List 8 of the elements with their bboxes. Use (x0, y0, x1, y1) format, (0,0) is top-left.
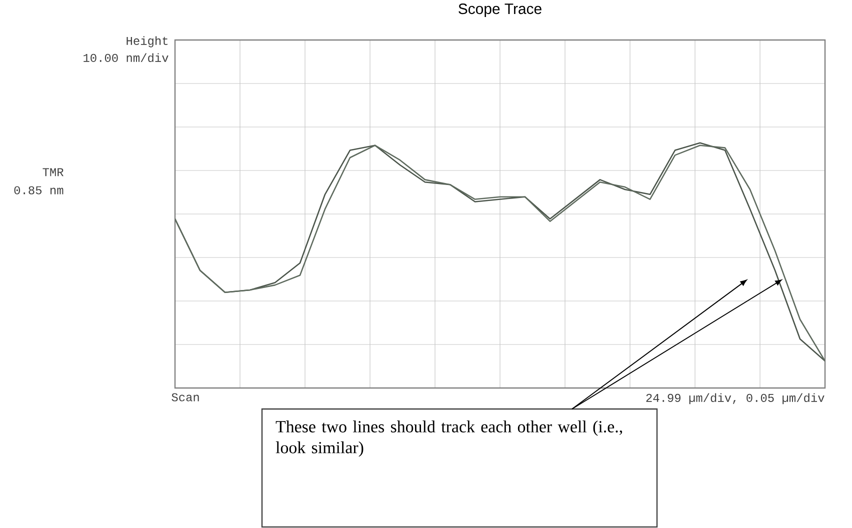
text: These two lines should track each other well (i.e., look similar) (276, 420, 622, 457)
text: 24.99 µm/div, 0.05 µm/div (646, 393, 824, 404)
text: Height (126, 36, 168, 48)
chart-title: Scope Trace (458, 4, 542, 18)
text: 0.85 nm (14, 186, 64, 194)
text: 10.00 nm/div (84, 53, 168, 62)
text: TMR (42, 168, 64, 176)
text: Scan (172, 393, 199, 402)
